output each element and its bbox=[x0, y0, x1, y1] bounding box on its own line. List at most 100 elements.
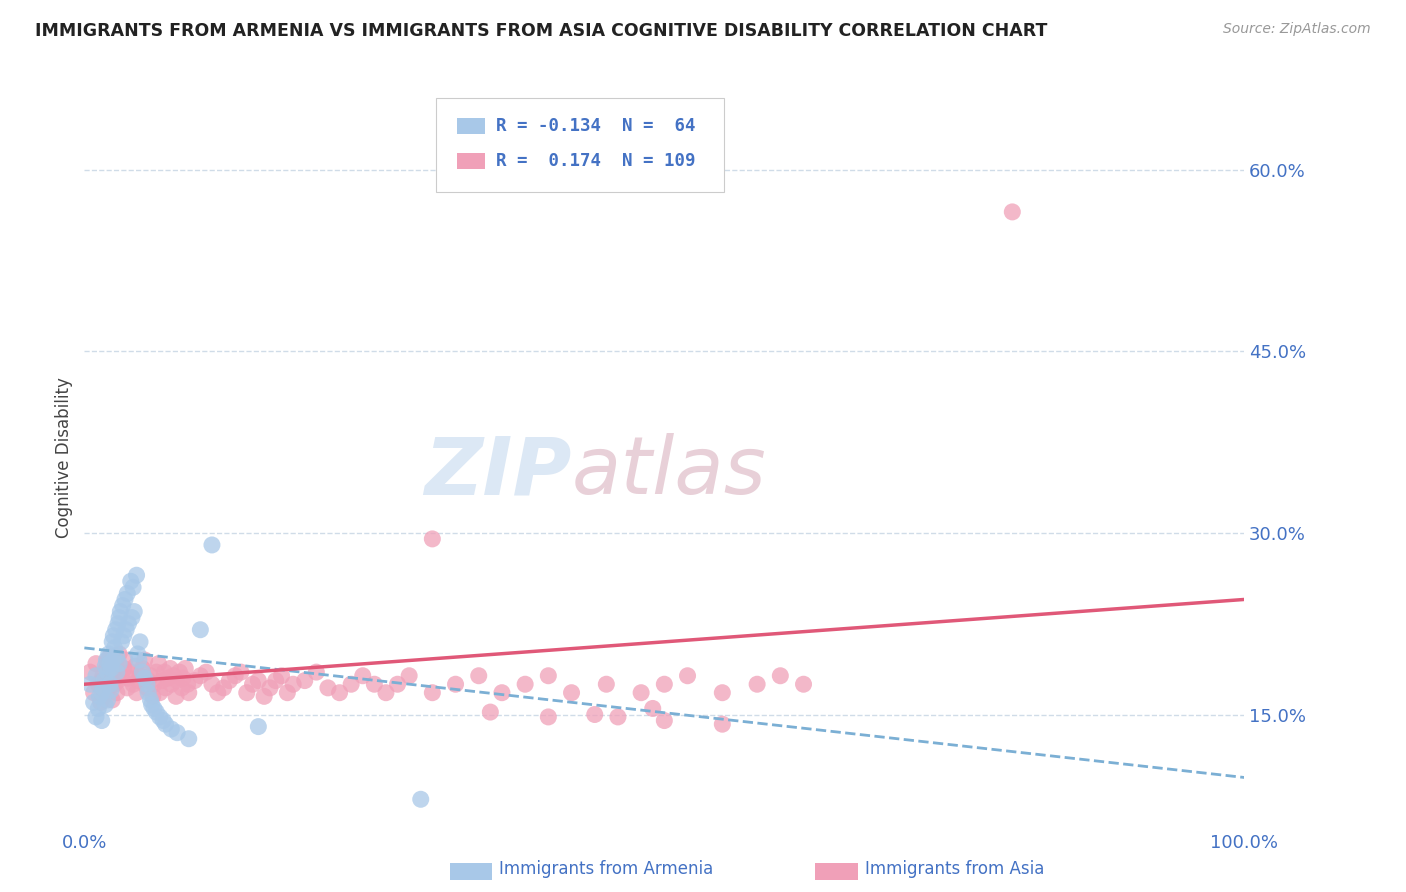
Point bbox=[101, 693, 124, 707]
Point bbox=[84, 669, 107, 683]
Point bbox=[595, 677, 617, 691]
Point bbox=[136, 681, 159, 695]
Point bbox=[103, 640, 125, 655]
Point bbox=[90, 714, 112, 728]
Point bbox=[711, 686, 734, 700]
Point bbox=[149, 686, 172, 700]
Point bbox=[212, 681, 235, 695]
Point bbox=[129, 635, 152, 649]
Point bbox=[120, 665, 142, 679]
Point bbox=[515, 677, 537, 691]
Point bbox=[155, 681, 177, 695]
Point bbox=[108, 657, 131, 671]
Point bbox=[117, 681, 139, 695]
Point bbox=[468, 669, 491, 683]
Point bbox=[422, 686, 444, 700]
Point bbox=[131, 665, 153, 679]
Point bbox=[79, 665, 101, 679]
Point bbox=[160, 677, 183, 691]
Point bbox=[134, 671, 156, 685]
Point bbox=[253, 690, 276, 704]
Point bbox=[183, 673, 205, 688]
Point bbox=[98, 649, 121, 664]
Point bbox=[652, 714, 676, 728]
Point bbox=[117, 616, 139, 631]
Point bbox=[114, 653, 136, 667]
Point bbox=[149, 710, 172, 724]
Point bbox=[103, 677, 125, 691]
Point bbox=[115, 623, 138, 637]
Point bbox=[139, 693, 162, 707]
Point bbox=[96, 661, 118, 675]
Point bbox=[560, 686, 583, 700]
Point bbox=[491, 686, 513, 700]
Point bbox=[316, 681, 339, 695]
Point bbox=[1001, 205, 1024, 219]
Point bbox=[264, 673, 287, 688]
Point bbox=[201, 677, 224, 691]
Point bbox=[136, 686, 159, 700]
Point bbox=[145, 665, 167, 679]
Point bbox=[83, 686, 105, 700]
Point bbox=[122, 605, 145, 619]
Point bbox=[122, 580, 145, 594]
Point bbox=[131, 661, 153, 675]
Point bbox=[177, 731, 200, 746]
Point bbox=[188, 623, 212, 637]
Point bbox=[188, 669, 212, 683]
Point bbox=[607, 710, 630, 724]
Point bbox=[110, 605, 132, 619]
Text: IMMIGRANTS FROM ARMENIA VS IMMIGRANTS FROM ASIA COGNITIVE DISABILITY CORRELATION: IMMIGRANTS FROM ARMENIA VS IMMIGRANTS FR… bbox=[35, 22, 1047, 40]
Point bbox=[170, 681, 193, 695]
Point bbox=[94, 698, 117, 712]
Point bbox=[363, 677, 385, 691]
Point bbox=[129, 669, 152, 683]
Point bbox=[125, 686, 148, 700]
Point bbox=[117, 586, 139, 600]
Point bbox=[84, 710, 107, 724]
Point bbox=[676, 669, 699, 683]
Point bbox=[276, 686, 298, 700]
Point bbox=[329, 686, 352, 700]
Point bbox=[159, 661, 181, 675]
Point bbox=[152, 714, 174, 728]
Point bbox=[96, 693, 118, 707]
Point bbox=[90, 686, 112, 700]
Point bbox=[108, 610, 131, 624]
Point bbox=[91, 681, 114, 695]
Point bbox=[444, 677, 467, 691]
Point bbox=[294, 673, 316, 688]
Point bbox=[177, 686, 200, 700]
Point bbox=[163, 669, 186, 683]
Point bbox=[87, 677, 110, 691]
Point bbox=[93, 690, 115, 704]
Point bbox=[143, 701, 166, 715]
Point bbox=[103, 629, 125, 643]
Point bbox=[90, 673, 112, 688]
Point bbox=[90, 695, 112, 709]
Point bbox=[166, 725, 188, 739]
Point bbox=[141, 698, 163, 712]
Point bbox=[165, 690, 187, 704]
Point bbox=[122, 677, 145, 691]
Point bbox=[100, 671, 122, 685]
Point bbox=[156, 671, 179, 685]
Point bbox=[145, 705, 167, 719]
Point bbox=[121, 610, 143, 624]
Point bbox=[94, 659, 117, 673]
Point bbox=[352, 669, 374, 683]
Point bbox=[174, 661, 197, 675]
Point bbox=[242, 677, 264, 691]
Point bbox=[136, 677, 159, 691]
Point bbox=[125, 568, 148, 582]
Point bbox=[120, 574, 142, 589]
Point bbox=[153, 665, 176, 679]
Point bbox=[148, 657, 170, 671]
Point bbox=[155, 717, 177, 731]
Point bbox=[769, 669, 792, 683]
Point bbox=[79, 677, 101, 691]
Y-axis label: Cognitive Disability: Cognitive Disability bbox=[55, 376, 73, 538]
Point bbox=[107, 616, 129, 631]
Point bbox=[305, 665, 328, 679]
Point bbox=[97, 647, 120, 661]
